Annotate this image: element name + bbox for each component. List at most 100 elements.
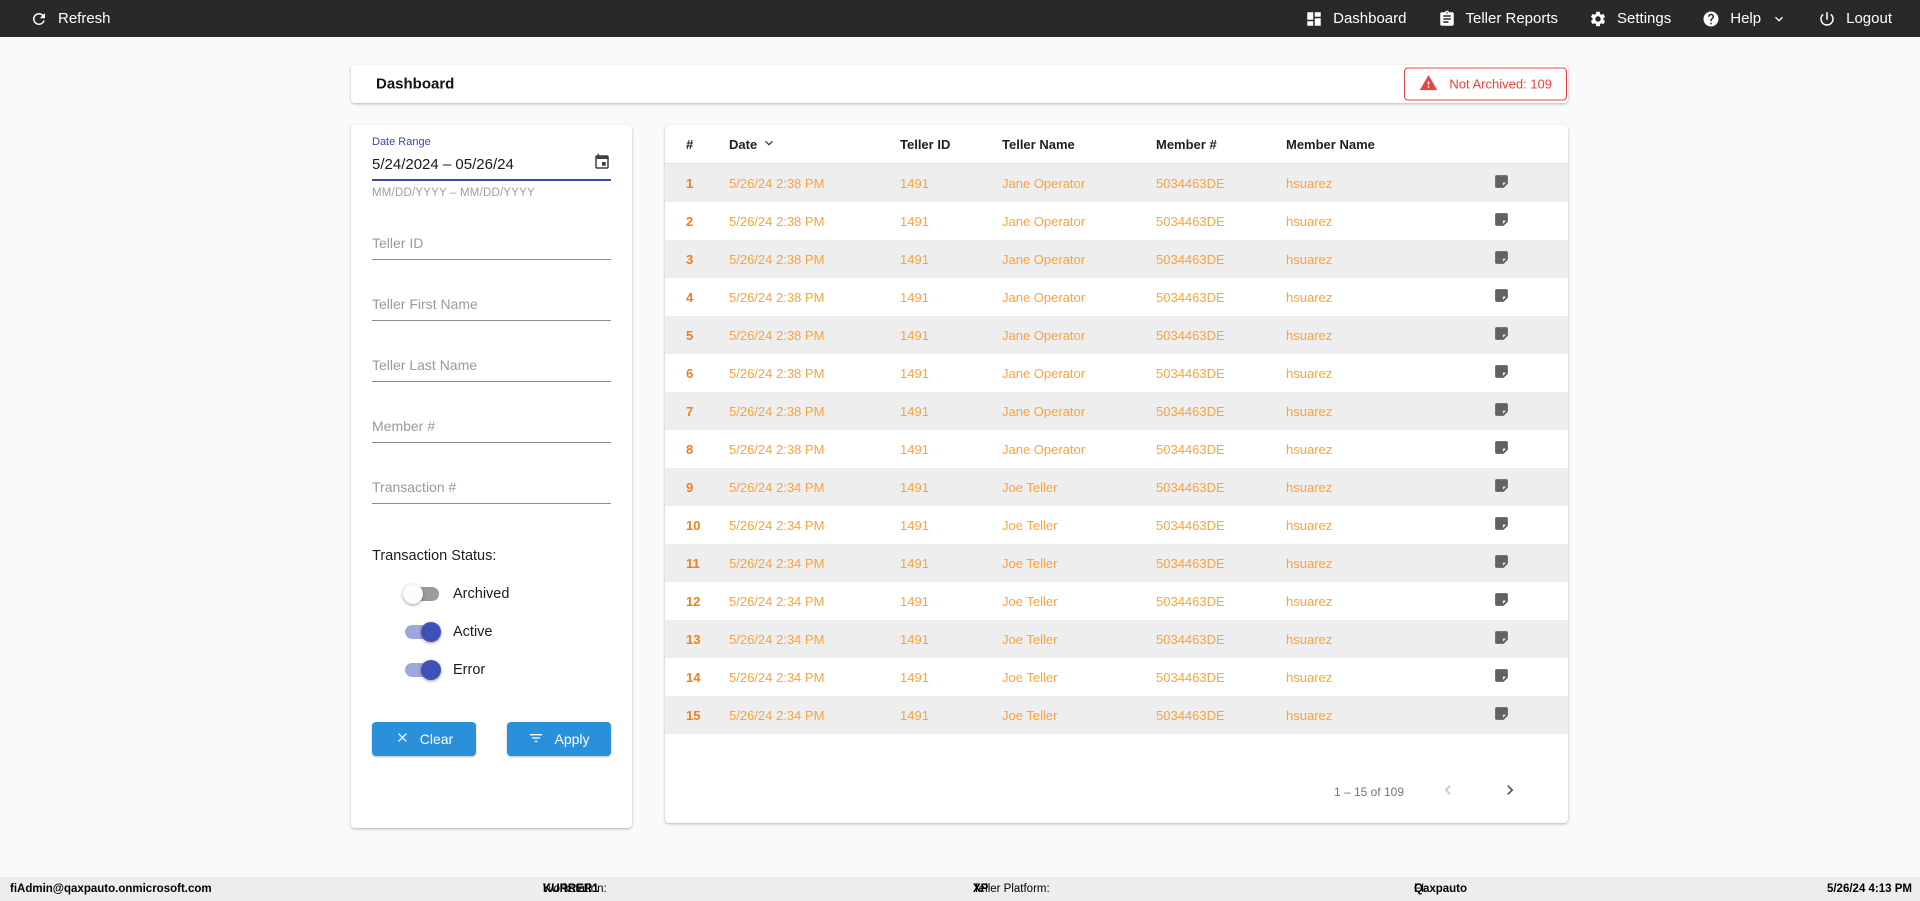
- column-header-teller-id[interactable]: Teller ID: [900, 137, 1002, 152]
- column-header-teller-name[interactable]: Teller Name: [1002, 137, 1156, 152]
- transaction-number-input[interactable]: [372, 476, 611, 504]
- table-row[interactable]: 13 5/26/24 2:34 PM 1491 Joe Teller 5034463DE…: [665, 620, 1568, 658]
- note-icon[interactable]: [1493, 629, 1510, 649]
- cell-member-number: 5034463DE: [1156, 593, 1225, 609]
- table-row[interactable]: 3 5/26/24 2:38 PM 1491 Jane Operator 5034463…: [665, 240, 1568, 278]
- not-archived-label: Not Archived: 109: [1449, 76, 1552, 92]
- note-icon[interactable]: [1493, 667, 1510, 687]
- cell-row-number: 12: [686, 593, 701, 609]
- toggle-archived[interactable]: [403, 584, 439, 604]
- date-range-field[interactable]: Date Range 5/24/2024 – 05/26/24 MM/DD/YY…: [372, 136, 611, 199]
- note-icon[interactable]: [1493, 477, 1510, 497]
- toggle-error[interactable]: [405, 660, 441, 680]
- cell-teller-id: 1491: [900, 669, 929, 685]
- refresh-button[interactable]: Refresh: [30, 10, 111, 28]
- previous-page-button[interactable]: [1430, 776, 1466, 807]
- note-icon[interactable]: [1493, 439, 1510, 459]
- clear-button[interactable]: Clear: [372, 722, 476, 756]
- column-header-label: Date: [729, 136, 758, 152]
- note-icon[interactable]: [1493, 363, 1510, 383]
- chevron-down-icon: [1771, 11, 1787, 27]
- teller-id-input[interactable]: [372, 232, 611, 260]
- clear-button-label: Clear: [419, 731, 454, 747]
- nav-dashboard-label: Dashboard: [1333, 10, 1407, 27]
- table-row[interactable]: 14 5/26/24 2:34 PM 1491 Joe Teller 5034463DE…: [665, 658, 1568, 696]
- cell-teller-id: 1491: [900, 289, 929, 305]
- table-row[interactable]: 9 5/26/24 2:34 PM 1491 Joe Teller 5034463DE h…: [665, 468, 1568, 506]
- note-icon[interactable]: [1493, 211, 1510, 231]
- note-icon[interactable]: [1493, 553, 1510, 573]
- cell-date: 5/26/24 2:38 PM: [729, 365, 825, 381]
- cell-row-number: 11: [686, 555, 700, 571]
- cell-member-name: hsuarez: [1286, 517, 1333, 533]
- member-number-input[interactable]: [372, 415, 611, 443]
- note-icon[interactable]: [1493, 591, 1510, 611]
- table-row[interactable]: 10 5/26/24 2:34 PM 1491 Joe Teller 5034463DE…: [665, 506, 1568, 544]
- row-note-cell: [1471, 477, 1558, 497]
- cell-date: 5/26/24 2:38 PM: [729, 175, 825, 191]
- filter-panel: Date Range 5/24/2024 – 05/26/24 MM/DD/YY…: [351, 125, 632, 828]
- cell-date: 5/26/24 2:38 PM: [729, 213, 825, 229]
- calendar-icon[interactable]: [593, 153, 611, 175]
- cell-teller-name: Jane Operator: [1002, 403, 1086, 419]
- apply-button[interactable]: Apply: [507, 722, 611, 756]
- date-range-value: 5/24/2024 – 05/26/24: [372, 155, 514, 173]
- close-icon: [395, 730, 410, 748]
- cell-member-number: 5034463DE: [1156, 441, 1225, 457]
- cell-teller-name: Jane Operator: [1002, 327, 1086, 343]
- row-note-cell: [1471, 705, 1558, 725]
- toggle-row-error: Error: [405, 660, 611, 680]
- column-header-member[interactable]: Member #: [1156, 137, 1286, 152]
- teller-last-name-input[interactable]: [372, 354, 611, 382]
- cell-member-number: 5034463DE: [1156, 213, 1225, 229]
- transaction-status-toggles: Archived Active Error: [372, 584, 611, 680]
- pagination-range-label: 1 – 15 of 109: [1333, 784, 1404, 799]
- nav-help[interactable]: Help: [1702, 10, 1787, 28]
- nav-settings[interactable]: Settings: [1589, 10, 1671, 28]
- filter-field-member-number: [372, 415, 611, 443]
- cell-date: 5/26/24 2:34 PM: [729, 479, 825, 495]
- note-icon[interactable]: [1493, 249, 1510, 269]
- row-note-cell: [1471, 553, 1558, 573]
- table-row[interactable]: 6 5/26/24 2:38 PM 1491 Jane Operator 5034463…: [665, 354, 1568, 392]
- nav-help-label: Help: [1730, 10, 1762, 27]
- next-page-button[interactable]: [1492, 776, 1528, 807]
- cell-teller-id: 1491: [900, 403, 929, 419]
- table-row[interactable]: 4 5/26/24 2:38 PM 1491 Jane Operator 5034463…: [665, 278, 1568, 316]
- power-icon: [1818, 10, 1836, 28]
- table-row[interactable]: 8 5/26/24 2:38 PM 1491 Jane Operator 5034463…: [665, 430, 1568, 468]
- table-row[interactable]: 1 5/26/24 2:38 PM 1491 Jane Operator 5034463…: [665, 164, 1568, 202]
- toggle-active[interactable]: [405, 622, 441, 642]
- cell-row-number: 14: [686, 669, 701, 685]
- table-row[interactable]: 7 5/26/24 2:38 PM 1491 Jane Operator 5034463…: [665, 392, 1568, 430]
- cell-member-number: 5034463DE: [1156, 669, 1225, 685]
- table-row[interactable]: 11 5/26/24 2:34 PM 1491 Joe Teller 5034463DE…: [665, 544, 1568, 582]
- cell-row-number: 6: [686, 365, 694, 381]
- cell-member-number: 5034463DE: [1156, 631, 1225, 647]
- cell-member-number: 5034463DE: [1156, 365, 1225, 381]
- cell-member-number: 5034463DE: [1156, 175, 1225, 191]
- note-icon[interactable]: [1493, 325, 1510, 345]
- column-header-member-name[interactable]: Member Name: [1286, 137, 1471, 152]
- note-icon[interactable]: [1493, 515, 1510, 535]
- column-header-date[interactable]: Date: [729, 134, 900, 154]
- nav-logout[interactable]: Logout: [1818, 10, 1892, 28]
- cell-teller-name: Joe Teller: [1002, 479, 1058, 495]
- table-row[interactable]: 5 5/26/24 2:38 PM 1491 Jane Operator 5034463…: [665, 316, 1568, 354]
- not-archived-badge: Not Archived: 109: [1404, 67, 1567, 101]
- note-icon[interactable]: [1493, 287, 1510, 307]
- note-icon[interactable]: [1493, 173, 1510, 193]
- cell-teller-name: Joe Teller: [1002, 631, 1058, 647]
- table-row[interactable]: 15 5/26/24 2:34 PM 1491 Joe Teller 5034463DE…: [665, 696, 1568, 734]
- row-note-cell: [1471, 667, 1558, 687]
- nav-dashboard[interactable]: Dashboard: [1305, 10, 1407, 28]
- page-header-card: Dashboard Not Archived: 109: [351, 65, 1568, 103]
- nav-teller-reports[interactable]: Teller Reports: [1438, 10, 1558, 28]
- note-icon[interactable]: [1493, 401, 1510, 421]
- table-row[interactable]: 2 5/26/24 2:38 PM 1491 Jane Operator 5034463…: [665, 202, 1568, 240]
- cell-date: 5/26/24 2:34 PM: [729, 593, 825, 609]
- cell-row-number: 2: [686, 213, 694, 229]
- table-row[interactable]: 12 5/26/24 2:34 PM 1491 Joe Teller 5034463DE…: [665, 582, 1568, 620]
- note-icon[interactable]: [1493, 705, 1510, 725]
- teller-first-name-input[interactable]: [372, 293, 611, 321]
